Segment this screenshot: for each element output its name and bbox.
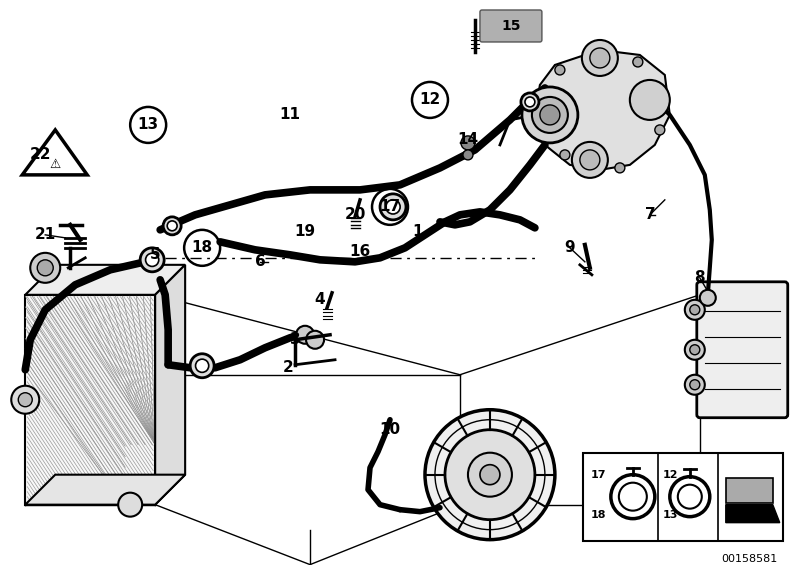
Circle shape — [532, 97, 568, 133]
Circle shape — [118, 493, 142, 516]
Circle shape — [580, 150, 600, 170]
Polygon shape — [26, 265, 185, 295]
Polygon shape — [725, 505, 780, 523]
Circle shape — [190, 354, 214, 378]
Circle shape — [463, 150, 473, 160]
Bar — [583, 453, 783, 541]
Text: 9: 9 — [565, 240, 575, 255]
Text: 17: 17 — [380, 199, 400, 214]
Circle shape — [685, 340, 705, 360]
Text: 15: 15 — [501, 19, 521, 33]
Circle shape — [690, 305, 700, 315]
Text: 14: 14 — [457, 132, 479, 147]
Polygon shape — [26, 475, 185, 505]
Text: 5: 5 — [150, 247, 161, 262]
Circle shape — [540, 105, 560, 125]
Circle shape — [615, 163, 625, 173]
Text: 18: 18 — [192, 240, 213, 255]
Circle shape — [461, 136, 475, 150]
Text: 4: 4 — [315, 292, 325, 307]
Text: 00158581: 00158581 — [721, 554, 777, 564]
Circle shape — [145, 253, 159, 267]
Text: 19: 19 — [295, 224, 316, 240]
Circle shape — [480, 464, 500, 485]
Polygon shape — [155, 265, 185, 505]
Circle shape — [521, 93, 539, 111]
Circle shape — [700, 290, 716, 306]
Circle shape — [582, 40, 618, 76]
Circle shape — [590, 48, 610, 68]
Circle shape — [296, 326, 314, 344]
Circle shape — [425, 410, 555, 540]
Circle shape — [380, 194, 406, 220]
Text: 20: 20 — [344, 207, 366, 223]
Circle shape — [522, 87, 578, 143]
Text: 17: 17 — [591, 470, 606, 480]
Text: 7: 7 — [645, 207, 655, 223]
Circle shape — [167, 221, 177, 231]
Circle shape — [163, 217, 181, 235]
Circle shape — [655, 125, 665, 135]
Circle shape — [630, 80, 670, 120]
FancyBboxPatch shape — [480, 10, 542, 42]
Circle shape — [386, 199, 400, 214]
Circle shape — [30, 253, 60, 283]
Circle shape — [560, 150, 570, 160]
Text: 11: 11 — [280, 107, 300, 123]
Circle shape — [468, 453, 512, 497]
Polygon shape — [26, 295, 155, 505]
Text: 18: 18 — [591, 510, 606, 520]
Text: 6: 6 — [255, 254, 265, 270]
Text: 13: 13 — [137, 118, 159, 132]
Text: 12: 12 — [419, 93, 440, 107]
Text: 12: 12 — [663, 470, 678, 480]
Text: 22: 22 — [30, 147, 51, 162]
Circle shape — [306, 331, 324, 349]
Circle shape — [18, 393, 32, 407]
Text: 8: 8 — [694, 270, 705, 285]
Text: 21: 21 — [34, 227, 56, 242]
Circle shape — [445, 430, 535, 520]
Text: ⚠: ⚠ — [50, 158, 61, 171]
Circle shape — [525, 97, 535, 107]
Circle shape — [572, 142, 608, 178]
Circle shape — [690, 380, 700, 390]
Polygon shape — [725, 477, 773, 503]
Text: 3: 3 — [290, 332, 300, 347]
Text: 1: 1 — [413, 224, 423, 240]
Circle shape — [11, 386, 39, 414]
Polygon shape — [535, 50, 670, 170]
Text: 2: 2 — [283, 360, 293, 375]
Circle shape — [633, 57, 643, 67]
FancyBboxPatch shape — [697, 282, 788, 418]
Text: 13: 13 — [663, 510, 678, 520]
Circle shape — [555, 65, 565, 75]
Circle shape — [38, 260, 54, 276]
Circle shape — [140, 248, 164, 272]
Circle shape — [685, 300, 705, 320]
Circle shape — [690, 345, 700, 355]
Text: 16: 16 — [349, 244, 371, 259]
Circle shape — [196, 359, 209, 372]
Circle shape — [685, 375, 705, 395]
Text: 10: 10 — [380, 422, 400, 437]
